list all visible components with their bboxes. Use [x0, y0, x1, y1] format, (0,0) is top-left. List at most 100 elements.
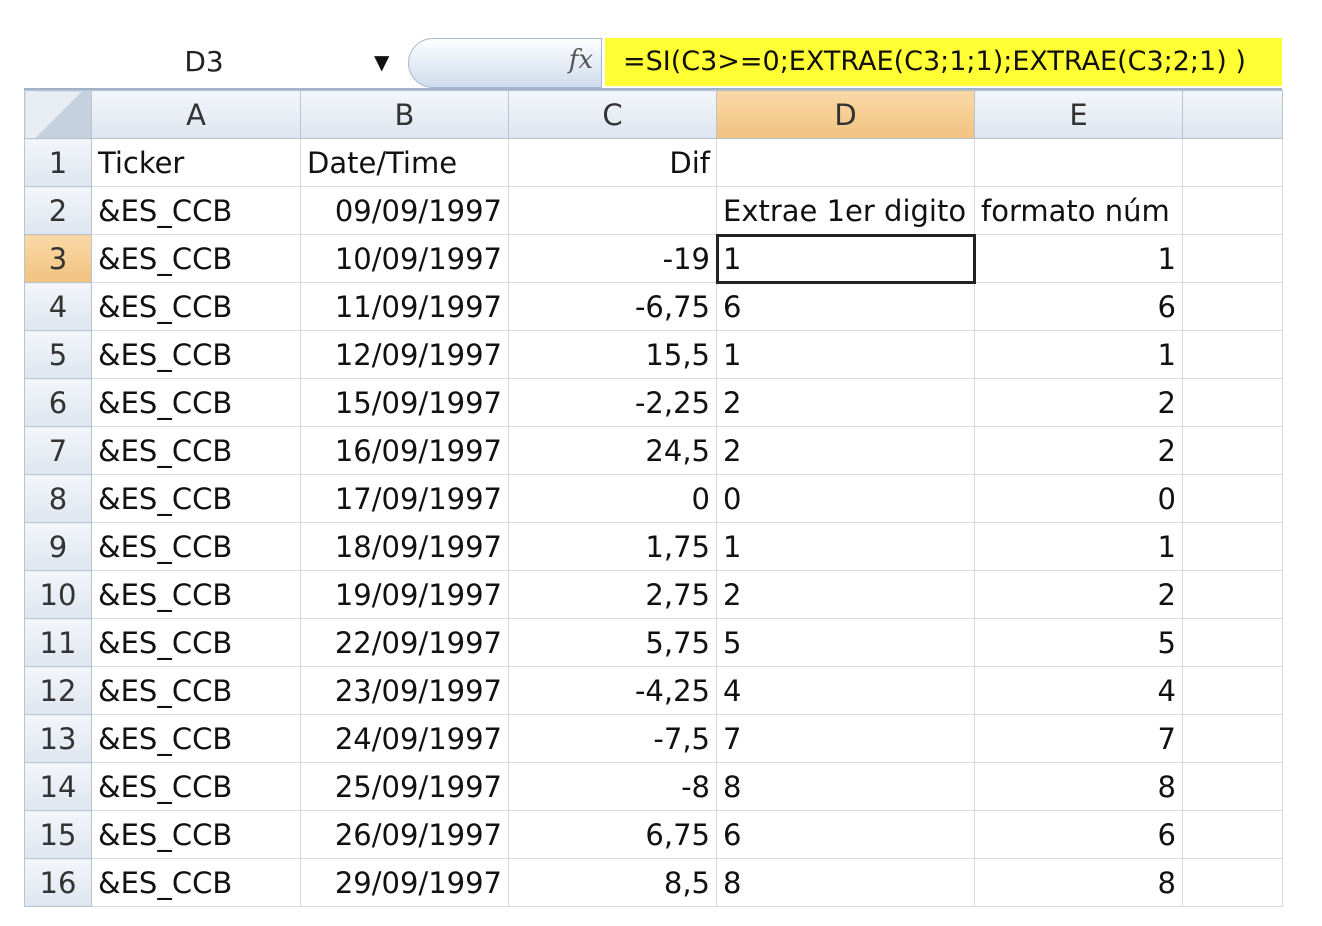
cell-F14[interactable] — [1182, 762, 1283, 811]
cell-C12[interactable]: -4,25 — [508, 666, 717, 715]
cell-D14[interactable]: 8 — [716, 762, 975, 811]
cell-F9[interactable] — [1182, 522, 1283, 571]
cell-C2[interactable] — [508, 186, 717, 235]
cell-E11[interactable]: 5 — [974, 618, 1183, 667]
row-header[interactable]: 16 — [24, 858, 92, 907]
cell-A12[interactable]: &ES_CCB — [91, 666, 301, 715]
cell-A11[interactable]: &ES_CCB — [91, 618, 301, 667]
name-box-dropdown-icon[interactable]: ▼ — [374, 50, 390, 74]
cell-F15[interactable] — [1182, 810, 1283, 859]
cell-D3[interactable]: 1 — [715, 233, 976, 284]
insert-function-button[interactable]: fx — [408, 38, 602, 88]
cell-C4[interactable]: -6,75 — [508, 282, 717, 331]
cell-F4[interactable] — [1182, 282, 1283, 331]
cell-A1[interactable]: Ticker — [91, 138, 301, 187]
cell-B16[interactable]: 29/09/1997 — [300, 858, 509, 907]
cell-E4[interactable]: 6 — [974, 282, 1183, 331]
cell-A3[interactable]: &ES_CCB — [91, 234, 301, 283]
cell-C15[interactable]: 6,75 — [508, 810, 717, 859]
cell-D11[interactable]: 5 — [716, 618, 975, 667]
row-header[interactable]: 2 — [24, 186, 92, 235]
column-header-A[interactable]: A — [91, 90, 301, 139]
cell-D7[interactable]: 2 — [716, 426, 975, 475]
cell-E6[interactable]: 2 — [974, 378, 1183, 427]
row-header[interactable]: 8 — [24, 474, 92, 523]
cell-A16[interactable]: &ES_CCB — [91, 858, 301, 907]
cell-A8[interactable]: &ES_CCB — [91, 474, 301, 523]
cell-B6[interactable]: 15/09/1997 — [300, 378, 509, 427]
cell-E16[interactable]: 8 — [974, 858, 1183, 907]
row-header[interactable]: 3 — [24, 234, 92, 283]
cell-C11[interactable]: 5,75 — [508, 618, 717, 667]
cell-E12[interactable]: 4 — [974, 666, 1183, 715]
cell-F12[interactable] — [1182, 666, 1283, 715]
cell-E14[interactable]: 8 — [974, 762, 1183, 811]
cell-A6[interactable]: &ES_CCB — [91, 378, 301, 427]
row-header[interactable]: 4 — [24, 282, 92, 331]
cell-B5[interactable]: 12/09/1997 — [300, 330, 509, 379]
column-header-B[interactable]: B — [300, 90, 509, 139]
cell-A7[interactable]: &ES_CCB — [91, 426, 301, 475]
cell-D2[interactable]: Extrae 1er digito — [716, 186, 975, 235]
row-header[interactable]: 6 — [24, 378, 92, 427]
cell-E7[interactable]: 2 — [974, 426, 1183, 475]
column-header-D[interactable]: D — [716, 90, 975, 139]
row-header[interactable]: 1 — [24, 138, 92, 187]
select-all-button[interactable] — [24, 90, 92, 139]
cell-D4[interactable]: 6 — [716, 282, 975, 331]
cell-A5[interactable]: &ES_CCB — [91, 330, 301, 379]
cell-E2[interactable]: formato núm — [974, 186, 1183, 235]
row-header[interactable]: 5 — [24, 330, 92, 379]
cell-E8[interactable]: 0 — [974, 474, 1183, 523]
column-header-F[interactable] — [1182, 90, 1283, 139]
cell-B11[interactable]: 22/09/1997 — [300, 618, 509, 667]
cell-C7[interactable]: 24,5 — [508, 426, 717, 475]
cell-B10[interactable]: 19/09/1997 — [300, 570, 509, 619]
cell-A14[interactable]: &ES_CCB — [91, 762, 301, 811]
cell-F16[interactable] — [1182, 858, 1283, 907]
cell-C3[interactable]: -19 — [508, 234, 717, 283]
cell-E5[interactable]: 1 — [974, 330, 1183, 379]
cell-A4[interactable]: &ES_CCB — [91, 282, 301, 331]
cell-F2[interactable] — [1182, 186, 1283, 235]
cell-F1[interactable] — [1182, 138, 1283, 187]
cell-A2[interactable]: &ES_CCB — [91, 186, 301, 235]
cell-A15[interactable]: &ES_CCB — [91, 810, 301, 859]
cell-E10[interactable]: 2 — [974, 570, 1183, 619]
cell-E13[interactable]: 7 — [974, 714, 1183, 763]
cell-C1[interactable]: Dif — [508, 138, 717, 187]
cell-E1[interactable] — [974, 138, 1183, 187]
cell-B4[interactable]: 11/09/1997 — [300, 282, 509, 331]
cell-E9[interactable]: 1 — [974, 522, 1183, 571]
cell-D5[interactable]: 1 — [716, 330, 975, 379]
cell-F11[interactable] — [1182, 618, 1283, 667]
row-header[interactable]: 10 — [24, 570, 92, 619]
cell-B13[interactable]: 24/09/1997 — [300, 714, 509, 763]
cell-F8[interactable] — [1182, 474, 1283, 523]
row-header[interactable]: 11 — [24, 618, 92, 667]
cell-A9[interactable]: &ES_CCB — [91, 522, 301, 571]
cell-C10[interactable]: 2,75 — [508, 570, 717, 619]
cell-B15[interactable]: 26/09/1997 — [300, 810, 509, 859]
cell-D16[interactable]: 8 — [716, 858, 975, 907]
cell-C14[interactable]: -8 — [508, 762, 717, 811]
cell-A13[interactable]: &ES_CCB — [91, 714, 301, 763]
cell-E3[interactable]: 1 — [974, 234, 1183, 283]
cell-B12[interactable]: 23/09/1997 — [300, 666, 509, 715]
cell-D6[interactable]: 2 — [716, 378, 975, 427]
cell-C16[interactable]: 8,5 — [508, 858, 717, 907]
cell-F6[interactable] — [1182, 378, 1283, 427]
cell-E15[interactable]: 6 — [974, 810, 1183, 859]
row-header[interactable]: 12 — [24, 666, 92, 715]
formula-input[interactable]: =SI(C3>=0;EXTRAE(C3;1;1);EXTRAE(C3;2;1) … — [605, 38, 1282, 86]
column-header-C[interactable]: C — [508, 90, 717, 139]
cell-D10[interactable]: 2 — [716, 570, 975, 619]
cell-C8[interactable]: 0 — [508, 474, 717, 523]
row-header[interactable]: 13 — [24, 714, 92, 763]
column-header-E[interactable]: E — [974, 90, 1183, 139]
cell-F10[interactable] — [1182, 570, 1283, 619]
row-header[interactable]: 14 — [24, 762, 92, 811]
cell-F13[interactable] — [1182, 714, 1283, 763]
cell-B7[interactable]: 16/09/1997 — [300, 426, 509, 475]
cell-D8[interactable]: 0 — [716, 474, 975, 523]
